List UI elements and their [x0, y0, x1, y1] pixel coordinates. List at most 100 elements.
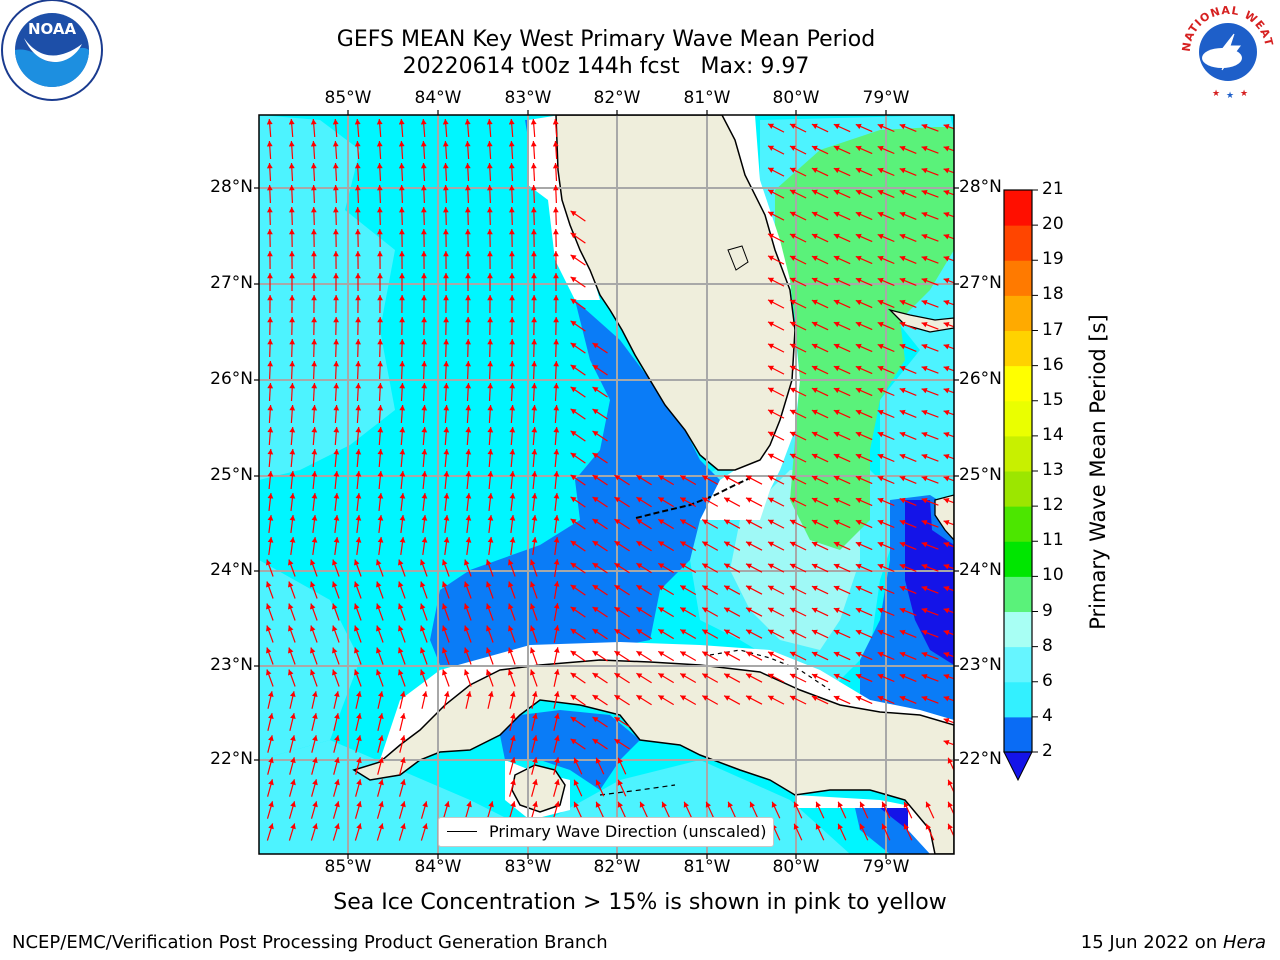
direction-arrow-head — [443, 515, 450, 521]
direction-arrow-head — [554, 779, 560, 786]
direction-arrow-head — [530, 163, 537, 169]
direction-arrow-head — [442, 581, 448, 588]
direction-arrow-head — [943, 124, 950, 130]
direction-arrow-head — [921, 564, 928, 570]
direction-arrow-head — [508, 581, 514, 588]
direction-arrow-head — [421, 317, 427, 323]
direction-arrow-head — [464, 647, 470, 654]
direction-arrow-head — [289, 361, 295, 367]
direction-arrow-head — [442, 141, 449, 147]
direction-arrow-head — [680, 695, 687, 701]
direction-arrow-head — [811, 563, 818, 569]
direction-arrow-head — [877, 145, 884, 152]
direction-arrow-head — [465, 427, 472, 433]
direction-arrow-head — [421, 295, 427, 301]
direction-arrow-head — [921, 190, 928, 196]
direction-arrow-head — [947, 779, 953, 786]
direction-arrow-head — [899, 299, 906, 306]
direction-arrow-head — [487, 515, 494, 521]
direction-arrow-head — [833, 321, 840, 328]
direction-arrow-head — [877, 541, 884, 548]
direction-arrow-head — [486, 581, 492, 588]
direction-arrow-head — [530, 647, 536, 654]
direction-arrow-head — [925, 823, 931, 830]
direction-arrow-head — [311, 273, 317, 279]
direction-arrow-head — [899, 255, 906, 262]
direction-arrow-head — [833, 431, 840, 438]
direction-arrow-head — [421, 427, 428, 433]
direction-arrow-head — [554, 713, 560, 719]
direction-arrow-head — [377, 471, 384, 477]
direction-arrow-head — [509, 493, 516, 499]
direction-arrow-head — [658, 497, 665, 503]
direction-arrow-head — [288, 603, 294, 610]
direction-arrow-head — [334, 801, 340, 808]
lon-label-bottom-0: 85°W — [324, 857, 372, 877]
direction-arrow-head — [531, 185, 537, 191]
direction-arrow-head — [789, 673, 796, 679]
direction-arrow-head — [487, 207, 493, 213]
direction-arrow-head — [877, 387, 884, 394]
svg-text:★: ★ — [1240, 89, 1248, 99]
direction-arrow-head — [899, 585, 906, 592]
direction-arrow-head — [746, 475, 752, 481]
colorbar-tick-label-4: 9 — [1042, 600, 1053, 621]
direction-arrow-head — [899, 651, 906, 658]
direction-arrow-head — [592, 519, 599, 525]
direction-arrow-head — [290, 713, 296, 719]
direction-arrow-head — [356, 691, 362, 697]
direction-arrow-head — [768, 255, 774, 261]
direction-arrow-head — [789, 695, 796, 701]
direction-arrow-head — [570, 452, 577, 459]
direction-arrow-head — [705, 801, 711, 808]
lon-label-bottom-3: 82°W — [593, 857, 641, 877]
direction-arrow-head — [421, 251, 427, 257]
land-isla-juventud — [511, 764, 566, 813]
direction-arrow-head — [311, 383, 318, 389]
direction-arrow-head — [789, 497, 796, 503]
direction-arrow-head — [811, 585, 818, 591]
colorbar-tick-label-10: 15 — [1042, 389, 1064, 410]
direction-arrow-head — [855, 255, 862, 262]
map-frame — [258, 114, 955, 855]
direction-arrow-head — [636, 541, 643, 547]
direction-arrow-head — [289, 295, 295, 301]
direction-arrow-head — [855, 145, 862, 152]
direction-arrow-head — [532, 713, 538, 719]
direction-arrow-head — [768, 497, 774, 503]
direction-arrow-head — [267, 251, 273, 257]
direction-arrow-head — [768, 563, 774, 569]
direction-arrow-head — [290, 779, 296, 786]
direction-arrow-head — [877, 255, 884, 262]
lat-label-left-4: 24°N — [210, 560, 253, 580]
direction-arrow-head — [443, 185, 449, 191]
direction-arrow-head — [789, 321, 796, 327]
direction-arrow-head — [658, 585, 665, 591]
direction-arrow-head — [724, 497, 731, 503]
direction-arrow-head — [877, 629, 884, 636]
direction-arrow-head — [486, 141, 493, 147]
direction-arrow-head — [811, 123, 818, 129]
direction-arrow-head — [378, 779, 384, 786]
direction-arrow-head — [311, 427, 318, 433]
direction-arrow-head — [570, 672, 577, 679]
direction-arrow-head — [530, 603, 536, 610]
direction-arrow-head — [421, 361, 427, 367]
direction-arrow-head — [510, 713, 516, 719]
colorbar-tick-label-8: 13 — [1042, 460, 1064, 480]
cuba-south-cays — [599, 784, 676, 796]
direction-arrow-head — [266, 119, 273, 125]
direction-arrow-head — [289, 405, 296, 411]
direction-arrow-head — [465, 339, 471, 345]
direction-arrow-head — [509, 361, 515, 367]
direction-arrow-head — [399, 273, 405, 279]
direction-arrow-head — [509, 537, 516, 543]
lat-label-left-3: 25°N — [210, 465, 253, 485]
direction-arrow-head — [833, 211, 840, 218]
colorbar-tick-label-12: 17 — [1042, 319, 1064, 340]
direction-arrow-head — [789, 365, 796, 371]
direction-arrow-head — [289, 339, 295, 345]
direction-arrow-head — [943, 300, 950, 306]
direction-arrow-head — [268, 691, 274, 697]
direction-arrow-head — [768, 673, 774, 679]
